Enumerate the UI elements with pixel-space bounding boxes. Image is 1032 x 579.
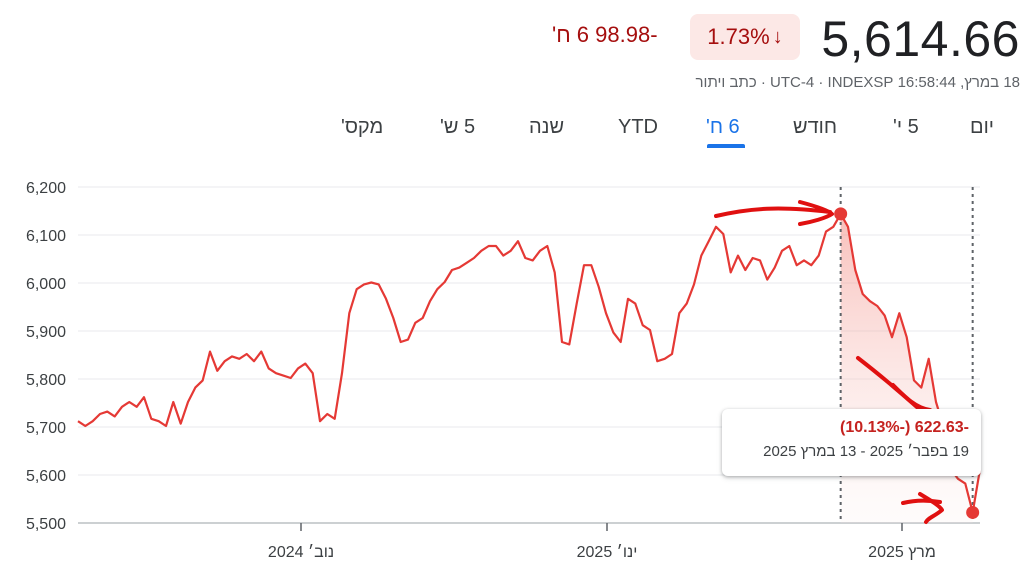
y-tick-label: 6,000 [26,276,66,293]
range-tooltip: -622.63 (-10.13%) 19 בפבר׳ 2025 - 13 במר… [722,409,981,476]
tab-year[interactable]: שנה [529,116,565,138]
annotation-stroke [901,498,942,505]
active-tab-indicator [707,144,745,148]
quote-meta: 18 במרץ, 16:58:44 UTC-4 · INDEXSP · כתב … [695,74,1020,91]
y-axis-ticks: 6,200 6,100 6,000 5,900 5,800 5,700 5,600 5,500 [26,180,66,533]
y-tick-label: 5,900 [26,324,66,341]
tab-ytd[interactable]: YTD [618,116,658,138]
tab-6-months[interactable]: 6 ח' [706,116,740,138]
percent-change-value: 1.73% [707,24,770,49]
tab-5-years[interactable]: 5 ש' [440,116,476,138]
x-tick-label: ינו׳ 2025 [577,544,638,561]
chart-series [77,212,982,514]
series-line [77,212,982,514]
x-tick-label: מרץ 2025 [868,544,936,561]
percent-change-badge: 1.73% ↓ [690,14,800,60]
arrow-down-icon: ↓ [772,25,783,48]
x-tick-label: נוב׳ 2024 [268,544,334,561]
tab-max[interactable]: מקס' [341,116,384,138]
range-start-point [834,207,848,221]
current-price: 5,614.66 [821,11,1020,67]
y-tick-label: 5,700 [26,420,66,437]
y-tick-label: 5,500 [26,516,66,533]
annotation-stroke [714,206,832,218]
tooltip-change: -622.63 (-10.13%) [840,419,969,436]
y-tick-label: 6,100 [26,228,66,245]
y-tick-label: 5,800 [26,372,66,389]
range-end-point [966,505,980,519]
absolute-change: -98.98 6 ח' [552,22,658,47]
price-chart[interactable]: 6,200 6,100 6,000 5,900 5,800 5,700 5,600 5,500… [0,160,1032,579]
chart-markers [834,207,980,519]
range-tabs: יום 5 י' חודש 6 ח' YTD שנה 5 ש' מקס' [0,112,1032,152]
tab-month[interactable]: חודש [793,116,838,138]
chart-gridlines [78,186,980,524]
annotation-stroke [918,492,944,524]
tab-5-days[interactable]: 5 י' [893,116,919,138]
y-tick-label: 5,600 [26,468,66,485]
tooltip-date-range: 19 בפבר׳ 2025 - 13 במרץ 2025 [763,443,969,460]
tab-day[interactable]: יום [970,116,994,138]
y-tick-label: 6,200 [26,180,66,197]
highlight-fill [840,213,973,523]
annotation-stroke [798,200,834,226]
x-axis-ticks: נוב׳ 2024 ינו׳ 2025 מרץ 2025 [268,523,936,561]
